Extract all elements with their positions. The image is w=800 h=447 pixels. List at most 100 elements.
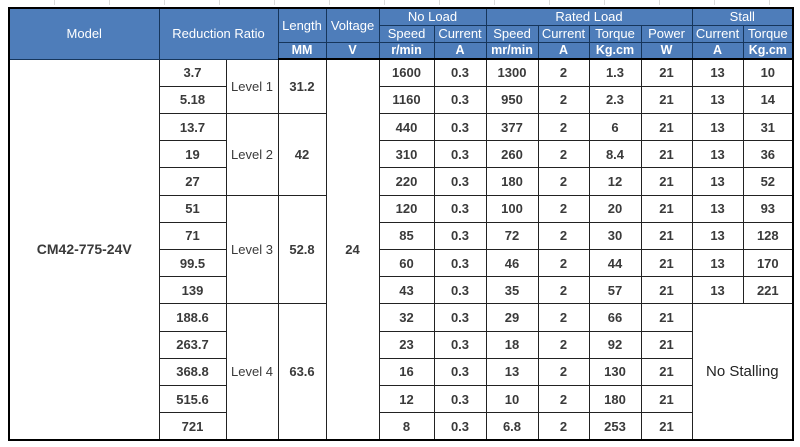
header-rated-load-group: Rated Load	[485, 7, 693, 26]
rated-power-cell: 21	[640, 412, 693, 441]
stall-current-cell: 13	[691, 112, 744, 142]
no-load-current-cell: 0.3	[433, 412, 487, 441]
stall-current-cell: 13	[691, 140, 744, 169]
table-row: 27 220 0.3 180 2 12 21 13 52	[9, 167, 794, 196]
no-load-speed-cell: 310	[378, 140, 435, 169]
table-row: 368.8 16 0.3 13 2 130 21	[9, 357, 793, 386]
rated-torque-cell: 8.4	[588, 140, 642, 169]
rated-speed-cell: 100	[485, 194, 539, 223]
ratio-cell: 139	[158, 276, 227, 305]
rated-speed-cell: 1300	[485, 58, 539, 87]
no-load-speed-cell: 1160	[378, 85, 435, 114]
no-load-speed-cell: 32	[378, 303, 435, 332]
ratio-cell: 368.8	[158, 357, 227, 386]
rated-power-cell: 21	[640, 330, 693, 359]
header-rated-current: Current	[537, 24, 590, 43]
table-row: 139 43 0.3 35 2 57 21 13 221	[9, 276, 794, 305]
rated-current-cell: 2	[537, 276, 590, 305]
header-no-load-group: No Load	[378, 7, 487, 26]
unit-voltage-v: V	[325, 41, 380, 60]
rated-power-cell: 21	[640, 357, 693, 386]
rated-current-cell: 2	[537, 412, 590, 441]
rated-speed-cell: 13	[485, 357, 539, 386]
level-cell: Level 3	[225, 194, 279, 305]
rated-speed-cell: 377	[485, 112, 539, 142]
unit-no-load-speed: r/min	[378, 41, 435, 60]
table-header: Model Reduction Ratio Length Voltage No …	[8, 7, 794, 60]
ratio-cell: 515.6	[158, 384, 227, 414]
stall-torque-cell: 10	[742, 58, 794, 87]
header-stall-torque: Torque	[742, 24, 794, 43]
rated-torque-cell: 57	[588, 276, 642, 305]
no-load-current-cell: 0.3	[433, 58, 487, 87]
stall-torque-cell: 221	[742, 276, 794, 305]
rated-current-cell: 2	[537, 330, 590, 359]
header-stall-current: Current	[691, 24, 744, 43]
rated-power-cell: 21	[640, 384, 693, 414]
length-cell: 42	[277, 112, 327, 196]
unit-rated-power: W	[640, 41, 693, 60]
rated-power-cell: 21	[640, 221, 693, 250]
no-load-current-cell: 0.3	[433, 384, 487, 414]
unit-rated-current: A	[537, 41, 590, 60]
stall-current-cell: 13	[691, 85, 744, 114]
model-cell: CM42-775-24V	[8, 58, 160, 441]
header-voltage: Voltage	[325, 7, 380, 43]
length-cell: 52.8	[277, 194, 327, 305]
header-rated-power: Power	[640, 24, 693, 43]
level-cell: Level 4	[225, 303, 279, 441]
rated-power-cell: 21	[640, 140, 693, 169]
rated-torque-cell: 44	[588, 248, 642, 278]
rated-power-cell: 21	[640, 58, 693, 87]
stall-current-cell: 13	[691, 58, 744, 87]
no-load-speed-cell: 220	[378, 167, 435, 196]
rated-current-cell: 2	[537, 194, 590, 223]
rated-torque-cell: 2.3	[588, 85, 642, 114]
header-no-load-speed: Speed	[378, 24, 435, 43]
rated-power-cell: 21	[640, 303, 693, 332]
stall-current-cell: 13	[691, 221, 744, 250]
ratio-cell: 13.7	[158, 112, 227, 142]
no-load-speed-cell: 8	[378, 412, 435, 441]
rated-power-cell: 21	[640, 112, 693, 142]
stall-torque-cell: 36	[742, 140, 794, 169]
rated-speed-cell: 260	[485, 140, 539, 169]
no-load-current-cell: 0.3	[433, 303, 487, 332]
table-row: 13.7 Level 2 42 440 0.3 377 2 6 21 13 31	[9, 112, 794, 196]
rated-speed-cell: 180	[485, 167, 539, 196]
unit-rated-torque: Kg.cm	[588, 41, 642, 60]
rated-current-cell: 2	[537, 167, 590, 196]
rated-torque-cell: 6	[588, 112, 642, 142]
table-row: 71 85 0.3 72 2 30 21 13 128	[9, 221, 794, 250]
voltage-cell: 24	[325, 58, 380, 441]
length-cell: 63.6	[277, 303, 327, 441]
no-stalling-cell: No Stalling	[691, 303, 794, 441]
rated-current-cell: 2	[537, 221, 590, 250]
ratio-cell: 721	[158, 412, 227, 441]
rated-current-cell: 2	[537, 112, 590, 142]
table-row: 263.7 23 0.3 18 2 92 21	[9, 330, 793, 359]
no-load-current-cell: 0.3	[433, 221, 487, 250]
stall-torque-cell: 14	[742, 85, 794, 114]
ratio-cell: 188.6	[158, 303, 227, 332]
rated-torque-cell: 30	[588, 221, 642, 250]
length-cell: 31.2	[277, 58, 327, 114]
no-load-current-cell: 0.3	[433, 112, 487, 142]
table-row: 19 310 0.3 260 2 8.4 21 13 36	[9, 140, 794, 169]
rated-current-cell: 2	[537, 384, 590, 414]
stall-current-cell: 13	[691, 248, 744, 278]
rated-speed-cell: 10	[485, 384, 539, 414]
rated-torque-cell: 130	[588, 357, 642, 386]
stall-torque-cell: 170	[742, 248, 794, 278]
stall-current-cell: 13	[691, 194, 744, 223]
table-row: 51 Level 3 52.8 120 0.3 100 2 20 21 13 9…	[9, 194, 794, 305]
stall-torque-cell: 31	[742, 112, 794, 142]
no-load-speed-cell: 23	[378, 330, 435, 359]
stall-current-cell: 13	[691, 276, 744, 305]
ratio-cell: 3.7	[158, 58, 227, 87]
no-load-current-cell: 0.3	[433, 85, 487, 114]
no-load-speed-cell: 120	[378, 194, 435, 223]
unit-rated-speed: mr/min	[485, 41, 539, 60]
no-load-speed-cell: 60	[378, 248, 435, 278]
table-row: CM42-775-24V 3.7 Level 1 31.2 24 1600 0.…	[8, 58, 794, 441]
